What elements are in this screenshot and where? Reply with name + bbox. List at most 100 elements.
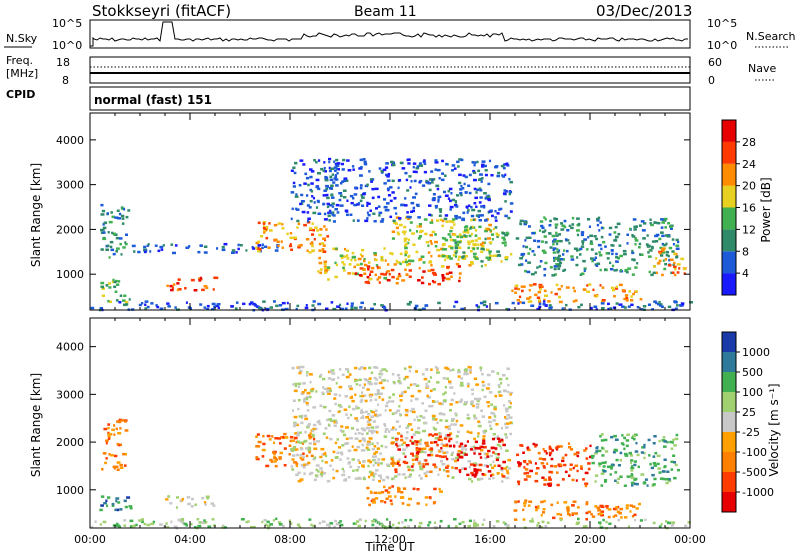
velocity-panel-cell <box>601 446 604 450</box>
power-panel-cell <box>473 255 476 259</box>
power-panel-cell <box>369 178 373 181</box>
velocity-panel-cell <box>617 518 620 522</box>
power-panel-cell <box>407 241 410 245</box>
velocity-panel-cell <box>625 444 629 448</box>
power-panel-cell <box>252 247 256 250</box>
velocity-panel-cell <box>457 430 460 434</box>
power-panel-cell <box>528 236 532 239</box>
power-panel-colorbar-swatch <box>722 251 736 274</box>
velocity-panel-cell <box>307 448 312 452</box>
power-panel-cell <box>650 249 653 252</box>
velocity-panel-cell <box>449 386 454 389</box>
velocity-panel-cell <box>370 410 373 413</box>
velocity-panel-cell <box>361 432 364 436</box>
power-panel-cell <box>661 221 665 224</box>
velocity-panel-cell <box>456 453 461 456</box>
power-panel-cell <box>458 158 462 161</box>
power-panel-cell <box>683 272 686 275</box>
velocity-panel-cell <box>595 447 599 450</box>
velocity-panel-cell <box>473 469 478 473</box>
power-panel-cell <box>392 219 396 223</box>
velocity-panel-cell <box>360 416 365 420</box>
velocity-panel-cell <box>444 385 447 389</box>
velocity-panel-cell <box>630 459 634 462</box>
velocity-panel-cell <box>489 427 493 431</box>
velocity-panel-cell <box>375 366 379 369</box>
velocity-panel-cell <box>301 391 305 394</box>
power-panel-cell <box>480 247 484 251</box>
velocity-panel-cell <box>321 520 326 523</box>
velocity-panel-cell <box>623 436 627 440</box>
power-panel-cell <box>601 286 605 289</box>
power-panel-cell <box>497 171 501 175</box>
power-panel-cell <box>435 206 438 209</box>
velocity-panel-cell <box>475 383 480 386</box>
velocity-panel-cell <box>459 384 464 387</box>
power-panel-cell <box>590 248 594 251</box>
velocity-panel-cell <box>406 503 411 507</box>
power-panel-cell <box>618 303 623 306</box>
velocity-panel-cell <box>460 451 463 454</box>
velocity-panel-cell <box>439 519 443 523</box>
velocity-panel-cell <box>457 368 461 372</box>
power-panel-cell <box>313 238 316 241</box>
velocity-panel-cell <box>488 416 492 419</box>
velocity-panel-cell <box>284 436 289 439</box>
velocity-panel-cell <box>320 475 323 478</box>
velocity-panel-cell <box>300 458 305 461</box>
power-panel-cell <box>421 307 426 310</box>
velocity-panel-cell <box>392 380 396 384</box>
power-panel-cell <box>416 225 419 228</box>
power-panel-cell <box>474 196 478 200</box>
power-panel-cell <box>295 208 300 211</box>
power-panel-cell <box>362 268 366 271</box>
power-panel-cell <box>468 234 472 238</box>
power-panel-cell <box>370 307 374 311</box>
velocity-panel-cell <box>319 467 323 470</box>
power-panel-cell <box>290 169 294 172</box>
power-panel-cell <box>470 205 473 209</box>
power-panel-cell <box>436 219 440 222</box>
velocity-panel-cell <box>491 473 495 476</box>
velocity-panel-ytick-label: 2000 <box>56 436 84 449</box>
power-panel-cell <box>530 304 535 307</box>
velocity-panel-cell <box>99 508 103 512</box>
power-panel-cell <box>550 291 553 294</box>
velocity-panel-cell <box>313 442 317 446</box>
velocity-panel-cell <box>469 371 472 374</box>
velocity-panel-cell <box>438 432 441 435</box>
velocity-panel-cell <box>401 521 404 524</box>
velocity-panel-cell <box>327 377 332 380</box>
power-panel-cell <box>441 254 446 258</box>
velocity-panel-cell <box>492 412 496 416</box>
nsky-label: N.Sky <box>6 32 38 45</box>
power-panel-cell <box>438 177 441 180</box>
power-panel-cell <box>615 302 619 305</box>
power-panel-cell <box>488 254 493 258</box>
velocity-panel-cell <box>308 435 313 438</box>
velocity-panel-cell <box>673 444 677 447</box>
power-panel-cell <box>589 234 594 237</box>
velocity-panel-cell <box>400 435 403 438</box>
power-panel-cell <box>322 169 325 172</box>
power-panel-cell <box>487 182 491 186</box>
velocity-panel-cell <box>493 407 497 411</box>
power-panel-cell <box>538 305 542 309</box>
velocity-panel-cell <box>671 521 676 524</box>
velocity-panel-cell <box>308 395 312 399</box>
power-panel-cell <box>472 171 477 174</box>
power-panel-cell <box>476 305 481 309</box>
velocity-panel-cell <box>204 503 207 506</box>
velocity-panel-cell <box>320 471 324 475</box>
power-panel-cell <box>472 218 475 221</box>
velocity-panel-cell <box>467 365 470 369</box>
power-panel-cell <box>404 250 408 253</box>
power-panel-cell <box>254 304 257 307</box>
power-panel-cell <box>661 234 665 238</box>
velocity-panel-cell <box>308 442 312 445</box>
power-panel-cell <box>291 236 294 240</box>
power-panel-cell <box>678 267 681 270</box>
power-panel-cell <box>337 168 340 171</box>
velocity-panel-cell <box>591 515 596 518</box>
power-panel-cell <box>358 274 363 277</box>
